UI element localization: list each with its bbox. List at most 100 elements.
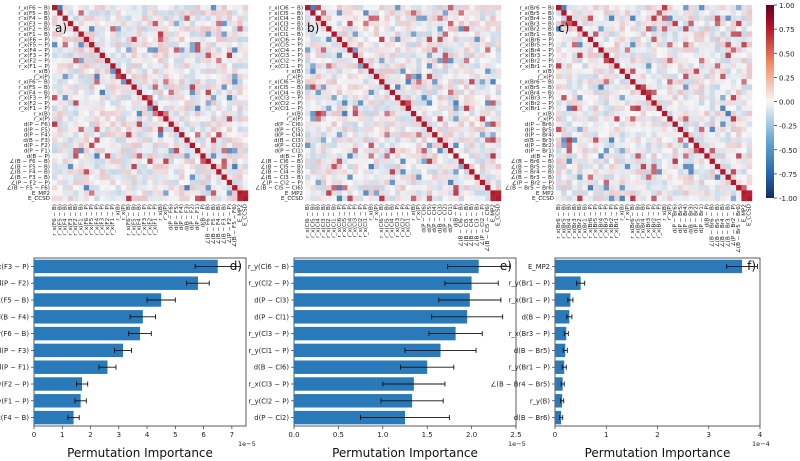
heatmap-cell xyxy=(179,89,185,96)
heatmap-cell xyxy=(614,79,620,85)
heatmap-cell xyxy=(173,36,180,43)
heatmap-cell xyxy=(232,63,238,69)
heatmap-cell xyxy=(624,73,631,80)
heatmap-cell xyxy=(688,63,694,69)
heatmap-cell xyxy=(598,47,604,53)
heatmap-cell xyxy=(741,36,747,43)
heatmap-cell xyxy=(474,169,481,175)
heatmap-cell xyxy=(384,47,390,53)
heatmap-cell xyxy=(582,110,588,117)
heatmap-cell xyxy=(442,148,449,154)
heatmap-cell xyxy=(474,153,481,159)
heatmap-cell xyxy=(347,121,353,128)
heatmap-cell xyxy=(94,137,100,143)
heatmap-cell xyxy=(205,47,212,53)
heatmap-cell xyxy=(651,158,657,165)
heatmap-cell xyxy=(200,132,206,138)
heatmap-cell xyxy=(442,132,449,138)
heatmap-cell xyxy=(624,105,631,112)
heatmap-cell xyxy=(368,10,375,16)
x-tick-label: 2 xyxy=(655,431,659,439)
heatmap-cell xyxy=(179,105,185,112)
heatmap-cell xyxy=(363,153,369,159)
heatmap-cell xyxy=(677,31,684,37)
heatmap-cell xyxy=(232,137,238,143)
bar xyxy=(555,394,563,408)
heatmap-cell xyxy=(582,26,588,32)
heatmap-cell xyxy=(667,89,673,96)
heatmap-cell xyxy=(195,105,201,112)
heatmap-cell xyxy=(730,31,737,37)
heatmap-cell xyxy=(630,26,636,32)
heatmap-cell xyxy=(405,47,412,53)
heatmap-cell xyxy=(688,116,694,122)
heatmap-cell xyxy=(157,169,164,175)
heatmap-cell xyxy=(725,174,732,181)
bar xyxy=(294,310,468,324)
heatmap-cell xyxy=(479,57,486,64)
heatmap-col-label: r_x(Br4 − B) xyxy=(567,204,573,239)
heatmap-cell xyxy=(688,57,694,64)
heatmap-cell xyxy=(587,73,594,80)
heatmap-cell xyxy=(163,169,169,175)
heatmap-cell xyxy=(232,20,238,27)
heatmap-cell xyxy=(608,158,615,165)
heatmap-cell xyxy=(725,142,732,149)
heatmap-col-label: r_x(B) xyxy=(158,204,164,221)
heatmap-cell xyxy=(94,31,100,37)
heatmap-cell xyxy=(336,57,343,64)
heatmap-cell xyxy=(73,126,79,133)
heatmap-cell xyxy=(126,158,132,165)
heatmap-cell xyxy=(326,31,332,37)
heatmap-cell xyxy=(448,5,454,11)
heatmap-cell xyxy=(720,116,726,122)
heatmap-cell xyxy=(651,132,657,138)
heatmap-cell xyxy=(379,57,385,64)
heatmap-cell xyxy=(142,169,148,175)
heatmap-cell xyxy=(379,36,385,43)
heatmap-col-label: ∠(B − Cl3 − B) xyxy=(473,204,480,247)
heatmap-cell xyxy=(226,95,233,101)
heatmap-cell xyxy=(582,126,588,133)
heatmap-cell xyxy=(210,68,217,75)
heatmap-cell xyxy=(410,148,417,154)
heatmap-cell xyxy=(495,31,502,37)
heatmap-cell xyxy=(315,116,322,122)
heatmap-cell xyxy=(566,57,573,64)
heatmap-cell xyxy=(667,68,673,75)
heatmap-cell xyxy=(395,89,401,96)
heatmap-cell xyxy=(389,121,396,128)
heatmap-cell xyxy=(94,179,100,186)
heatmap-cell xyxy=(368,121,375,128)
heatmap-cell xyxy=(479,20,486,27)
heatmap-cell xyxy=(379,89,385,96)
heatmap-col-label: d(P − Cl6) xyxy=(422,204,428,233)
heatmap-row-label: r_x(Cl5 − B) xyxy=(269,85,303,91)
heatmap-cell xyxy=(368,148,375,154)
heatmap-cell xyxy=(83,142,90,149)
heatmap-cell xyxy=(237,126,243,133)
heatmap-cell xyxy=(216,195,222,202)
heatmap-cell xyxy=(437,26,443,32)
heatmap-cell xyxy=(661,73,668,80)
heatmap-cell xyxy=(495,126,502,133)
heatmap-cell xyxy=(73,68,79,75)
heatmap-cell xyxy=(99,89,106,96)
heatmap-cell xyxy=(495,195,502,202)
heatmap-cell xyxy=(661,158,668,165)
heatmap-cell xyxy=(110,5,116,11)
heatmap-cell xyxy=(667,10,673,16)
heatmap-col-label: r_x(B) xyxy=(369,204,375,221)
heatmap-cell xyxy=(147,179,153,186)
heatmap-cell xyxy=(469,20,475,27)
heatmap-cell xyxy=(83,42,90,48)
heatmap-col-label: r_x(B) xyxy=(620,204,626,221)
heatmap-cell xyxy=(624,79,631,85)
heatmap-cell xyxy=(693,20,700,27)
heatmap-cell xyxy=(635,20,641,27)
heatmap-cell xyxy=(720,158,726,165)
heatmap-cell xyxy=(395,142,401,149)
heatmap-cell xyxy=(126,148,132,154)
heatmap-cell xyxy=(94,163,100,170)
heatmap-cell xyxy=(479,142,486,149)
